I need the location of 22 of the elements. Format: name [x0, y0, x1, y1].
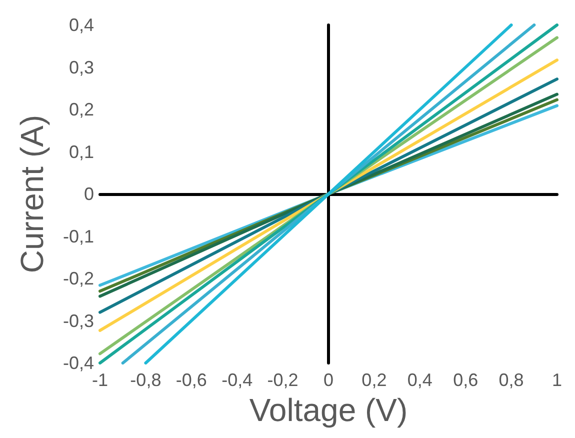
y-tick-label: 0,1 — [68, 142, 94, 162]
x-tick-label: -0,6 — [176, 370, 207, 390]
x-tick-label: 0 — [323, 370, 334, 390]
x-tick-label: 0,6 — [453, 370, 478, 390]
x-axis-title: Voltage (V) — [249, 392, 408, 428]
x-tick-label: 1 — [552, 370, 562, 390]
y-tick-label: -0,1 — [62, 226, 94, 246]
y-tick-label: 0 — [84, 184, 94, 204]
y-tick-label: -0,2 — [62, 268, 94, 288]
y-axis-title: Current (A) — [14, 114, 50, 274]
y-tick-label: -0,4 — [62, 353, 94, 373]
y-tick-label: 0,2 — [68, 100, 94, 120]
x-tick-label: -0,8 — [130, 370, 162, 390]
x-tick-label: 0,8 — [498, 370, 524, 390]
x-tick-label: -0,4 — [222, 370, 253, 390]
x-tick-label: 0,2 — [362, 370, 387, 390]
x-tick-label: -0,2 — [267, 370, 298, 390]
x-tick-label: 0,4 — [407, 370, 432, 390]
y-tick-label: 0,4 — [68, 15, 94, 35]
x-tick-label: -1 — [92, 370, 108, 390]
y-tick-label: -0,3 — [62, 310, 94, 331]
y-tick-label: 0,3 — [68, 57, 94, 78]
